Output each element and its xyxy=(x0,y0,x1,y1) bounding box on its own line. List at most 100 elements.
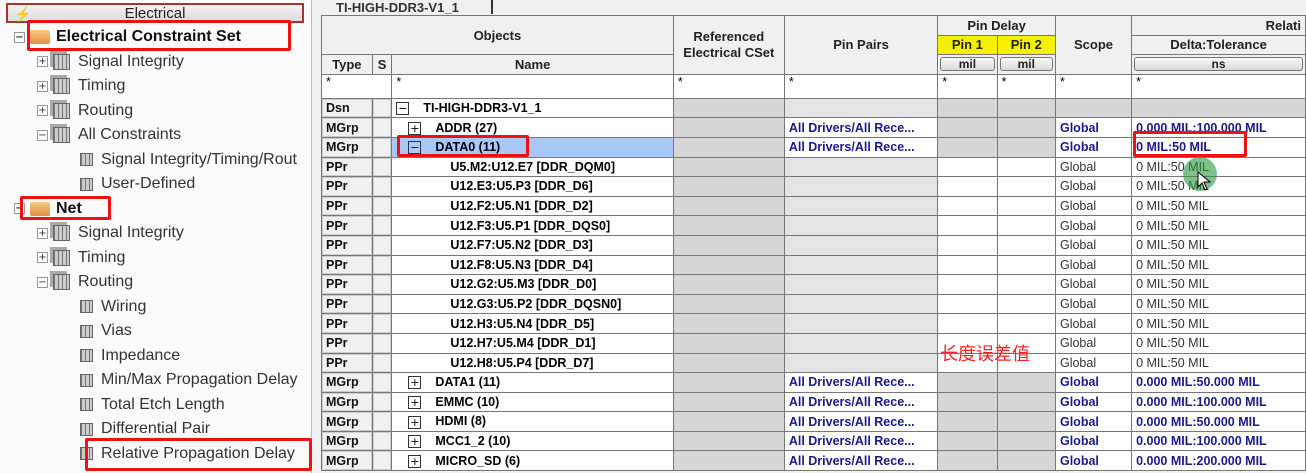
name-cell[interactable]: U12.H7:U5.M4 [DDR_D1] xyxy=(391,332,674,354)
name-cell[interactable]: − TI-HIGH-DDR3-V1_1 xyxy=(391,97,674,119)
pin-pairs-cell[interactable] xyxy=(783,332,939,354)
pin1-cell[interactable] xyxy=(937,176,998,197)
scope-cell[interactable]: Global xyxy=(1054,293,1133,315)
tree-item-wiring[interactable]: Wiring xyxy=(80,296,146,318)
delta-tolerance-cell[interactable]: 0.000 MIL:100.000 MIL xyxy=(1131,391,1306,413)
delta-tolerance-cell[interactable]: 0.000 MIL:100.000 MIL xyxy=(1131,430,1306,452)
collapse-icon[interactable]: − xyxy=(37,276,48,288)
pin2-unit-button[interactable]: mil xyxy=(999,57,1053,72)
expand-icon[interactable]: + xyxy=(37,105,48,116)
scope-cell[interactable]: Global xyxy=(1054,195,1133,217)
table-row[interactable]: MGrp + MCC1_2 (10) All Drivers/All Rece... G… xyxy=(321,430,1306,452)
name-cell[interactable]: + EMMC (10) xyxy=(391,391,674,413)
tree-item-signal-integrity-timing-rout[interactable]: Signal Integrity/Timing/Rout xyxy=(80,149,297,171)
scope-header[interactable]: Scope xyxy=(1054,15,1133,75)
pin1-cell[interactable] xyxy=(937,97,998,119)
ref-cset-cell[interactable] xyxy=(672,450,785,472)
table-row[interactable]: PPr U12.F3:U5.P1 [DDR_DQS0] Global 0 MIL:50… xyxy=(321,215,1306,236)
pin2-header[interactable]: Pin 2 xyxy=(996,34,1056,56)
pin-pairs-cell[interactable]: All Drivers/All Rece... xyxy=(783,391,939,413)
expand-icon[interactable]: + xyxy=(408,415,422,429)
name-cell[interactable]: − DATA0 (11) xyxy=(391,136,674,158)
pin1-cell[interactable] xyxy=(937,450,998,472)
ref-cset-cell[interactable] xyxy=(672,332,785,354)
pin2-cell[interactable] xyxy=(996,313,1056,334)
pin1-cell[interactable] xyxy=(937,430,998,452)
filter-type[interactable]: * xyxy=(320,73,393,99)
pin-pairs-cell[interactable] xyxy=(783,293,939,315)
tree-item-differential-pair[interactable]: Differential Pair xyxy=(80,418,210,440)
pin-pairs-cell[interactable] xyxy=(783,195,939,217)
scope-cell[interactable]: Global xyxy=(1054,411,1133,432)
scope-cell[interactable]: Global xyxy=(1054,313,1133,334)
name-cell[interactable]: U12.F8:U5.N3 [DDR_D4] xyxy=(391,254,674,276)
pin-pairs-header[interactable]: Pin Pairs xyxy=(783,15,939,75)
delta-tolerance-header[interactable]: Delta:Tolerance xyxy=(1131,34,1306,56)
expand-icon[interactable]: + xyxy=(408,121,422,135)
pin2-cell[interactable] xyxy=(996,156,1056,178)
filter-pinpairs[interactable]: * xyxy=(783,73,939,99)
scope-cell[interactable]: Global xyxy=(1054,352,1133,374)
pin1-cell[interactable] xyxy=(937,391,998,413)
delta-tolerance-cell[interactable]: 0 MIL:50 MIL xyxy=(1131,156,1306,178)
table-row[interactable]: PPr U12.F2:U5.N1 [DDR_D2] Global 0 MIL:50 M… xyxy=(321,195,1306,217)
pin-pairs-cell[interactable]: All Drivers/All Rece... xyxy=(783,450,939,472)
pin1-cell[interactable] xyxy=(937,372,998,393)
filter-delta[interactable]: * xyxy=(1131,73,1306,99)
pin-pairs-cell[interactable] xyxy=(783,254,939,276)
filter-ref[interactable]: * xyxy=(672,73,785,99)
filter-pin2[interactable]: * xyxy=(996,73,1056,99)
pin2-cell[interactable] xyxy=(996,411,1056,432)
delta-tolerance-cell[interactable]: 0 MIL:50 MIL xyxy=(1131,254,1306,276)
ref-cset-cell[interactable] xyxy=(672,176,785,197)
expand-icon[interactable]: + xyxy=(408,454,422,468)
pin1-cell[interactable] xyxy=(937,313,998,334)
delta-tolerance-cell[interactable]: 0.000 MIL:200.000 MIL xyxy=(1131,450,1306,472)
ref-cset-cell[interactable] xyxy=(672,411,785,432)
pin1-cell[interactable] xyxy=(937,274,998,295)
ref-cset-cell[interactable] xyxy=(672,293,785,315)
pin1-header[interactable]: Pin 1 xyxy=(937,34,998,56)
pin1-cell[interactable] xyxy=(937,411,998,432)
pin2-cell[interactable] xyxy=(996,430,1056,452)
pin1-cell[interactable] xyxy=(937,156,998,178)
pin2-cell[interactable] xyxy=(996,391,1056,413)
name-cell[interactable]: U12.F2:U5.N1 [DDR_D2] xyxy=(391,195,674,217)
collapse-icon[interactable]: − xyxy=(14,203,25,214)
table-row[interactable]: MGrp + EMMC (10) All Drivers/All Rece... Glo… xyxy=(321,391,1306,413)
pin2-cell[interactable] xyxy=(996,176,1056,197)
pin2-cell[interactable] xyxy=(996,274,1056,295)
pin-pairs-cell[interactable] xyxy=(783,274,939,295)
tree-item-total-etch-length[interactable]: Total Etch Length xyxy=(80,394,225,416)
collapse-icon[interactable]: − xyxy=(408,141,422,155)
scope-cell[interactable]: Global xyxy=(1054,136,1133,158)
delta-tolerance-cell[interactable]: 0 MIL:50 MIL xyxy=(1131,176,1306,197)
tree-item-vias[interactable]: Vias xyxy=(80,320,132,342)
pin-pairs-cell[interactable]: All Drivers/All Rece... xyxy=(783,117,939,138)
delta-tolerance-cell[interactable]: 0 MIL:50 MIL xyxy=(1131,195,1306,217)
table-row[interactable]: MGrp + HDMI (8) All Drivers/All Rece... Glob… xyxy=(321,411,1306,432)
ref-cset-cell[interactable] xyxy=(672,313,785,334)
table-row[interactable]: PPr U5.M2:U12.E7 [DDR_DQM0] Global 0 MIL:50… xyxy=(321,156,1306,178)
pin2-cell[interactable] xyxy=(996,215,1056,236)
ref-cset-cell[interactable] xyxy=(672,274,785,295)
delta-tolerance-cell[interactable]: 0.000 MIL:50.000 MIL xyxy=(1131,411,1306,432)
table-row[interactable]: MGrp − DATA0 (11) All Drivers/All Rece... Gl… xyxy=(321,136,1306,158)
pin-pairs-cell[interactable] xyxy=(783,97,939,119)
delta-tolerance-cell[interactable]: 0 MIL:50 MIL xyxy=(1131,293,1306,315)
tree-item-user-defined[interactable]: User-Defined xyxy=(80,173,195,195)
delta-tolerance-cell[interactable]: 0 MIL:50 MIL xyxy=(1131,313,1306,334)
name-cell[interactable]: U12.H8:U5.P4 [DDR_D7] xyxy=(391,352,674,374)
scope-cell[interactable] xyxy=(1054,97,1133,119)
name-cell[interactable]: U12.G2:U5.M3 [DDR_D0] xyxy=(391,274,674,295)
delta-unit-button[interactable]: ns xyxy=(1134,57,1303,72)
expand-icon[interactable]: + xyxy=(37,252,48,263)
table-row[interactable]: MGrp + DATA1 (11) All Drivers/All Rece... Gl… xyxy=(321,372,1306,393)
name-cell[interactable]: U12.H3:U5.N4 [DDR_D5] xyxy=(391,313,674,334)
delta-tolerance-cell[interactable]: 0 MIL:50 MIL xyxy=(1131,332,1306,354)
table-row[interactable]: MGrp + MICRO_SD (6) All Drivers/All Rece...… xyxy=(321,450,1306,472)
pin2-cell[interactable] xyxy=(996,254,1056,276)
scope-cell[interactable]: Global xyxy=(1054,254,1133,276)
tree-item-net[interactable]: − Net xyxy=(14,198,82,220)
scope-cell[interactable]: Global xyxy=(1054,372,1133,393)
